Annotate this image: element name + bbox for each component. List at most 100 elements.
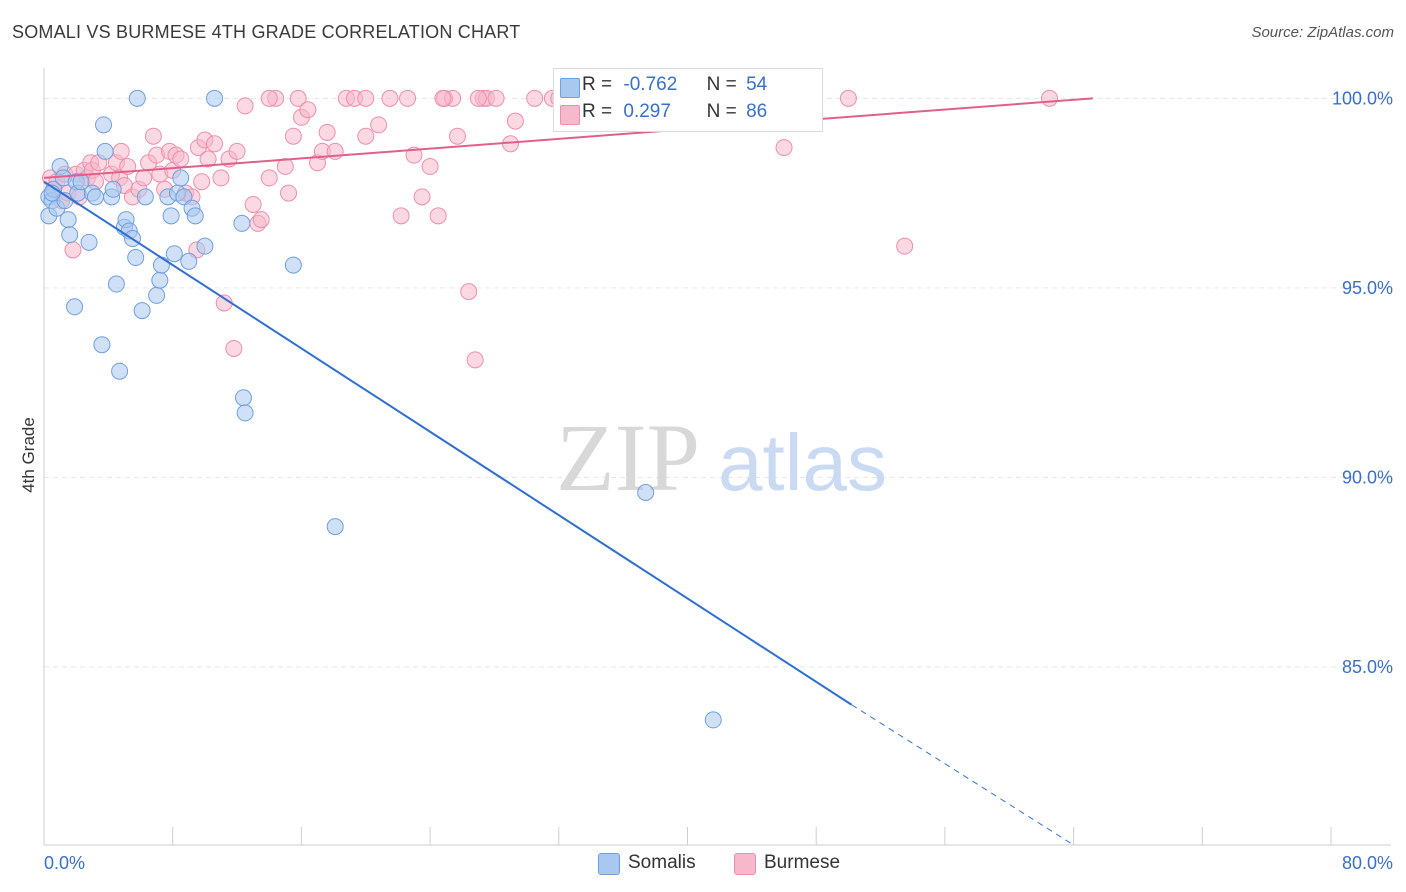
watermark-zip: ZIP (556, 404, 700, 511)
somalis-point (86, 188, 104, 206)
somalis-point (186, 207, 204, 225)
burmese-point (260, 89, 278, 107)
burmese-point (172, 150, 190, 168)
somalis-point (104, 180, 122, 198)
x-tick-label: 0.0% (44, 853, 85, 873)
burmese-point (392, 207, 410, 225)
somalis-point (284, 256, 302, 274)
burmese-point (280, 184, 298, 202)
burmese-point (526, 89, 544, 107)
burmese-point (289, 89, 307, 107)
somalis-point (233, 214, 251, 232)
burmese-point (193, 173, 211, 191)
burmese-point (448, 127, 466, 145)
somalis-point (133, 302, 151, 320)
burmese-point (429, 207, 447, 225)
burmese-point (839, 89, 857, 107)
y-tick-label: 85.0% (1342, 657, 1393, 677)
burmese-point (357, 127, 375, 145)
somalis-point (72, 173, 90, 191)
somalis-point (151, 271, 169, 289)
somalis-trend-extension (851, 704, 1074, 846)
gridlines (44, 97, 1391, 668)
chart-title: SOMALI VS BURMESE 4TH GRADE CORRELATION … (12, 22, 521, 42)
somalis-trend-line (43, 180, 853, 706)
somalis-point (162, 207, 180, 225)
somalis-swatch (560, 78, 580, 98)
somalis-point (61, 226, 79, 244)
tick-labels: 85.0% 90.0% 95.0% 100.0% 0.0% 80.0% (44, 88, 1393, 873)
trend-lines (43, 97, 1093, 846)
somalis-point (172, 169, 190, 187)
somalis-point (704, 711, 722, 729)
somalis-point (180, 252, 198, 270)
burmese-trend-line (43, 97, 1093, 179)
burmese-point (228, 142, 246, 160)
somalis-point (107, 275, 125, 293)
somalis-point (165, 245, 183, 263)
burmese-point (399, 89, 417, 107)
somalis-points (40, 89, 722, 729)
somalis-legend-swatch (598, 853, 620, 875)
somalis-point (234, 389, 252, 407)
somalis-point (236, 404, 254, 422)
burmese-points (41, 89, 1058, 369)
burmese-point (135, 169, 153, 187)
burmese-r-value: 0.297 (623, 101, 671, 122)
x-tick-label: 80.0% (1342, 853, 1393, 873)
burmese-point (1040, 89, 1058, 107)
burmese-point (299, 101, 317, 119)
burmese-point (506, 112, 524, 130)
burmese-point (469, 89, 487, 107)
burmese-point (357, 89, 375, 107)
somalis-point (206, 89, 224, 107)
burmese-point (487, 89, 505, 107)
burmese-point (112, 142, 130, 160)
burmese-point (206, 135, 224, 153)
burmese-point (252, 211, 270, 229)
burmese-point (212, 169, 230, 187)
burmese-point (225, 339, 243, 357)
somalis-point (128, 89, 146, 107)
somalis-point (111, 362, 129, 380)
burmese-point (434, 89, 452, 107)
burmese-point (460, 283, 478, 301)
y-tick-label: 95.0% (1342, 278, 1393, 298)
burmese-point (260, 169, 278, 187)
somalis-point (93, 336, 111, 354)
burmese-point (64, 241, 82, 259)
burmese-point (413, 188, 431, 206)
somalis-r-value: -0.762 (623, 74, 678, 95)
somalis-point (152, 256, 170, 274)
somalis-point (127, 249, 145, 267)
burmese-point (466, 351, 484, 369)
legend-row-somalis: R = -0.762 N = 54 (560, 74, 768, 100)
burmese-point (244, 195, 262, 213)
somalis-point (136, 188, 154, 206)
burmese-point (405, 146, 423, 164)
burmese-point (276, 158, 294, 176)
burmese-legend-swatch (734, 853, 756, 875)
somalis-point (59, 211, 77, 229)
somalis-n-value: 54 (746, 74, 768, 95)
bottom-legend-somalis: Somalis (598, 852, 696, 875)
burmese-point (775, 139, 793, 157)
y-tick-label: 90.0% (1342, 467, 1393, 487)
somalis-point (80, 233, 98, 251)
burmese-point (144, 127, 162, 145)
burmese-point (370, 116, 388, 134)
burmese-point (381, 89, 399, 107)
y-axis-label: 4th Grade (19, 417, 38, 493)
somalis-point (148, 286, 166, 304)
burmese-point (199, 150, 217, 168)
legend-row-burmese: R = 0.297 N = 86 (560, 101, 767, 127)
burmese-point (236, 97, 254, 115)
burmese-point (318, 123, 336, 141)
somalis-point (196, 237, 214, 255)
burmese-swatch (560, 105, 580, 125)
burmese-point (896, 237, 914, 255)
watermark-atlas: atlas (718, 418, 887, 507)
correlation-legend: R = -0.762 N = 54 R = 0.297 N = 86 (553, 68, 823, 132)
somalis-point (95, 116, 113, 134)
